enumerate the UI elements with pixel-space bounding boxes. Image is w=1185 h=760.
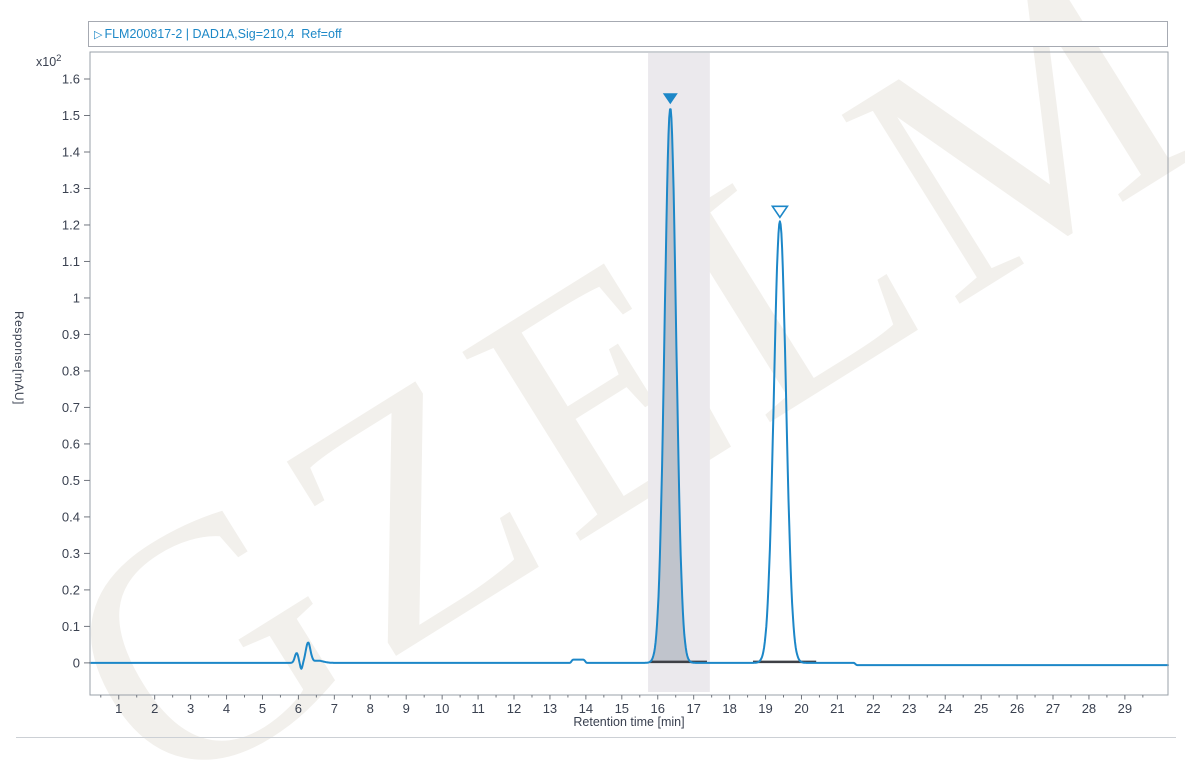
x-tick-label: 29 — [1118, 701, 1132, 716]
y-tick-label: 1.5 — [62, 108, 80, 123]
x-tick-label: 14 — [579, 701, 593, 716]
x-tick-label: 19 — [758, 701, 772, 716]
y-tick-label: 0.8 — [62, 363, 80, 378]
y-tick-label: 1.1 — [62, 254, 80, 269]
x-tick-label: 10 — [435, 701, 449, 716]
y-axis-multiplier: x102 — [36, 53, 61, 69]
y-tick-label: 0.4 — [62, 509, 80, 524]
y-tick-label: 0.7 — [62, 400, 80, 415]
signal-expander-icon[interactable]: ▷ — [94, 28, 103, 41]
x-tick-label: 11 — [471, 701, 485, 716]
y-tick-label: 1 — [73, 290, 80, 305]
y-tick-label: 1.3 — [62, 181, 80, 196]
x-tick-label: 12 — [507, 701, 521, 716]
bottom-separator — [16, 737, 1176, 738]
y-axis-multiplier-base: x10 — [36, 55, 57, 70]
y-axis-multiplier-exponent: 2 — [56, 53, 62, 64]
x-tick-label: 15 — [615, 701, 629, 716]
x-tick-label: 5 — [259, 701, 266, 716]
x-tick-label: 27 — [1046, 701, 1060, 716]
y-axis-title: Response[mAU] — [12, 311, 26, 405]
y-tick-label: 1.4 — [62, 144, 80, 159]
x-tick-label: 17 — [686, 701, 700, 716]
x-tick-label: 8 — [367, 701, 374, 716]
x-tick-label: 7 — [331, 701, 338, 716]
y-tick-label: 0.1 — [62, 619, 80, 634]
x-tick-label: 3 — [187, 701, 194, 716]
y-tick-label: 0.9 — [62, 327, 80, 342]
x-tick-label: 16 — [651, 701, 665, 716]
peak-marker-open-triangle-icon — [770, 205, 789, 219]
x-tick-label: 23 — [902, 701, 916, 716]
peak-marker-filled-triangle-icon — [662, 93, 678, 105]
peak-area-fill — [649, 108, 707, 663]
x-tick-label: 22 — [866, 701, 880, 716]
x-tick-label: 28 — [1082, 701, 1096, 716]
x-tick-label: 13 — [543, 701, 557, 716]
x-tick-label: 1 — [115, 701, 122, 716]
x-tick-label: 2 — [151, 701, 158, 716]
y-tick-label: 0 — [73, 655, 80, 670]
x-tick-label: 26 — [1010, 701, 1024, 716]
x-tick-label: 18 — [722, 701, 736, 716]
x-tick-label: 4 — [223, 701, 230, 716]
x-tick-label: 25 — [974, 701, 988, 716]
x-tick-label: 24 — [938, 701, 952, 716]
signal-title-bar[interactable]: ▷ FLM200817-2 | DAD1A,Sig=210,4 Ref=off — [88, 21, 1168, 47]
x-tick-label: 20 — [794, 701, 808, 716]
signal-title: FLM200817-2 | DAD1A,Sig=210,4 Ref=off — [104, 27, 342, 41]
x-tick-label: 6 — [295, 701, 302, 716]
y-tick-label: 0.6 — [62, 436, 80, 451]
signal-curve — [89, 108, 1169, 670]
y-tick-label: 1.6 — [62, 72, 80, 87]
x-tick-label: 21 — [830, 701, 844, 716]
y-tick-label: 1.2 — [62, 217, 80, 232]
y-tick-label: 0.3 — [62, 546, 80, 561]
y-tick-label: 0.2 — [62, 582, 80, 597]
plot-border — [89, 51, 1169, 696]
x-tick-label: 9 — [403, 701, 410, 716]
y-tick-label: 0.5 — [62, 473, 80, 488]
x-axis-title: Retention time [min] — [573, 715, 685, 729]
